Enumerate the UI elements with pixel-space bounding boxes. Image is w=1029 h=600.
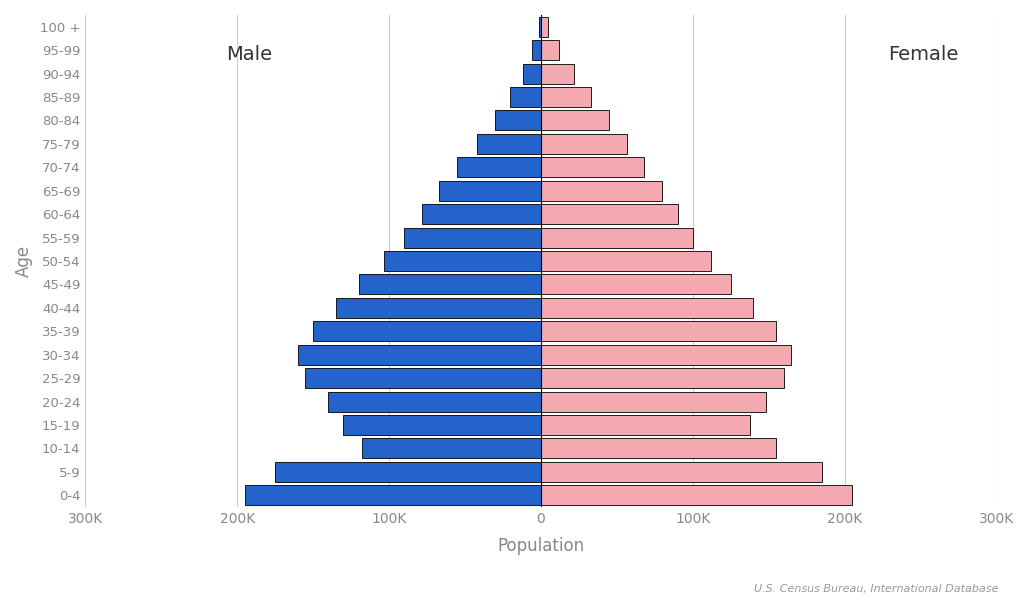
Text: Male: Male (226, 45, 273, 64)
Bar (422, 204, 541, 224)
Bar (457, 157, 541, 177)
Bar (541, 485, 852, 505)
Bar (541, 462, 822, 482)
Bar (510, 87, 541, 107)
Bar (541, 274, 731, 295)
Bar (275, 462, 541, 482)
Bar (541, 157, 644, 177)
Bar (495, 110, 541, 130)
Bar (541, 40, 559, 60)
Bar (359, 274, 541, 295)
Bar (523, 64, 541, 83)
Bar (541, 64, 574, 83)
Bar (328, 392, 541, 412)
Bar (245, 485, 541, 505)
Bar (541, 110, 609, 130)
Bar (541, 392, 766, 412)
Y-axis label: Age: Age (15, 245, 33, 277)
Bar (532, 40, 541, 60)
X-axis label: Population: Population (497, 537, 584, 555)
Bar (313, 322, 541, 341)
Bar (538, 17, 541, 37)
Text: U.S. Census Bureau, International Database: U.S. Census Bureau, International Databa… (753, 584, 998, 594)
Bar (541, 17, 548, 37)
Bar (541, 298, 753, 318)
Bar (541, 439, 776, 458)
Bar (541, 227, 693, 248)
Bar (541, 322, 776, 341)
Bar (404, 227, 541, 248)
Bar (477, 134, 541, 154)
Bar (541, 345, 791, 365)
Bar (541, 87, 591, 107)
Bar (297, 345, 541, 365)
Bar (541, 204, 677, 224)
Bar (335, 298, 541, 318)
Text: Female: Female (888, 45, 959, 64)
Bar (361, 439, 541, 458)
Bar (344, 415, 541, 435)
Bar (439, 181, 541, 200)
Bar (541, 251, 711, 271)
Bar (385, 251, 541, 271)
Bar (541, 134, 628, 154)
Bar (541, 368, 784, 388)
Bar (306, 368, 541, 388)
Bar (541, 181, 663, 200)
Bar (541, 415, 750, 435)
